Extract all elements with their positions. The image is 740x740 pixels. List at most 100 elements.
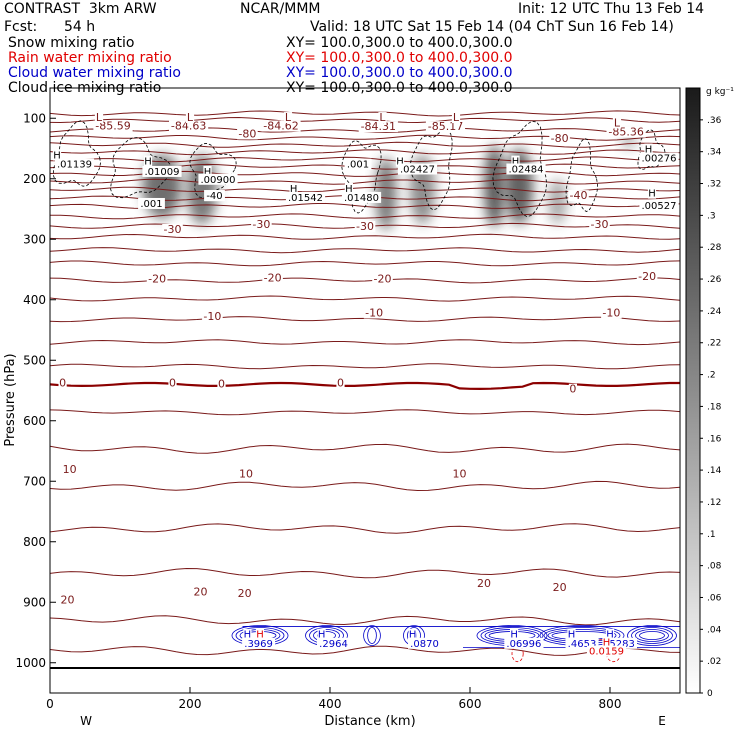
isotherm-6	[50, 156, 680, 163]
y-tick-label-5: 600	[23, 414, 46, 428]
colorbar-tick-label-11: .22	[707, 339, 721, 349]
temperature-label-22: 0	[169, 377, 176, 390]
cloud-water-label-bg-2	[317, 628, 326, 640]
cloud-water-label-bg-7	[504, 637, 544, 649]
temperature-label-7: -85.36	[608, 126, 643, 139]
snow-label-bg-12	[397, 163, 438, 175]
init-time: Init: 12 UTC Thu 13 Feb 14	[518, 1, 705, 17]
cloud-water-label-bg-1	[242, 637, 276, 649]
isotherm-0	[50, 110, 680, 117]
cloud-water-label-7: .06996	[506, 639, 541, 650]
temperature-label-bg-15	[262, 272, 283, 284]
colorbar-tick-label-16: .32	[707, 180, 721, 190]
snow-label-16: .00276	[642, 154, 677, 165]
cloud-water-label-5: .0870	[410, 639, 439, 650]
y-tick-label-2: 300	[23, 232, 46, 246]
rain-label-1: H	[603, 638, 611, 649]
rain-label-bg-2	[586, 645, 627, 657]
low-marker-3: L	[379, 111, 386, 124]
y-tick-label-9: 1000	[15, 656, 46, 670]
temperature-label-2: -80	[238, 127, 256, 140]
colorbar-tick-label-13: .26	[707, 275, 722, 285]
cloud-water-ring-6-1	[631, 627, 673, 644]
y-tick-label-7: 800	[23, 535, 46, 549]
colorbar-tick-label-12: .24	[707, 307, 722, 317]
model-title: CONTRAST 3km ARW	[4, 1, 157, 17]
snow-label-19: .001	[140, 199, 162, 210]
temperature-label-bg-22	[168, 377, 177, 389]
ice-contour-5	[492, 120, 548, 218]
snow-label-bg-18	[639, 199, 679, 211]
temperature-label-bg-31	[237, 588, 252, 600]
snow-label-1: .01139	[57, 160, 92, 171]
rain-label-0: H	[256, 630, 264, 641]
snow-label-5: .00900	[201, 175, 236, 186]
fcst-label: Fcst:	[4, 19, 38, 35]
colorbar-tick-label-6: .12	[707, 498, 721, 508]
cloud-water-label-11: .5283	[606, 639, 635, 650]
rain-label-bg-0	[255, 628, 265, 640]
temperature-label-26: 10	[63, 463, 77, 476]
snow-label-bg-16	[639, 152, 679, 164]
y-tick-label-4: 500	[23, 353, 46, 367]
snow-label-bg-3	[142, 165, 182, 177]
temperature-label-19: -10	[365, 306, 383, 319]
colorbar: 0 .02 .04 .06 .08 .1 .12 .14 .16 .18 .2 .22 .24 .26 .2…	[685, 87, 734, 699]
plot-frame	[49, 87, 681, 694]
temperature-label-bg-9	[568, 190, 589, 202]
temperature-label-9: -40	[570, 189, 588, 202]
x-tick-label-0: 0	[46, 697, 54, 711]
cloud-water-label-bg-10	[605, 628, 615, 640]
ice-contour-6	[565, 138, 598, 212]
center-title: NCAR/MMM	[240, 1, 321, 17]
temperature-label-bg-6	[549, 133, 570, 145]
temperature-label-bg-16	[372, 273, 393, 285]
valid-time: Valid: 18 UTC Sat 15 Feb 14 (04 ChT Sun …	[310, 19, 674, 35]
snow-label-8: H	[345, 184, 353, 195]
snow-label-bg-13	[511, 155, 520, 167]
low-marker-bg-5	[612, 117, 622, 129]
y-tick-label-8: 900	[23, 595, 46, 609]
snow-label-20: -40	[206, 191, 222, 202]
temperature-label-bg-23	[217, 378, 226, 390]
cloud-water-label-bg-9	[565, 637, 599, 649]
snow-core-4	[484, 145, 505, 228]
temperature-label-13: -30	[591, 218, 609, 231]
snow-label-2: H	[144, 157, 152, 168]
snow-label-bg-8	[344, 182, 353, 194]
colorbar-ticks: 0 .02 .04 .06 .08 .1 .12 .14 .16 .18 .2 .22 .24 .26 .2…	[700, 116, 722, 699]
snow-label-7: .01542	[288, 193, 323, 204]
snow-core-6	[548, 178, 567, 225]
snow-label-6: H	[290, 184, 298, 195]
snow-label-bg-14	[506, 163, 546, 175]
field-cloud-water-name: Cloud water mixing ratio	[8, 65, 181, 81]
cloud-water-label-4: H	[409, 630, 417, 641]
field-snow-name: Snow mixing ratio	[8, 35, 135, 51]
isotherm-26	[50, 523, 680, 534]
temperature-label-28: 10	[453, 467, 467, 480]
temperature-label-18: -10	[203, 310, 221, 323]
isotherm-15	[50, 233, 680, 240]
cloud-water-label-0: H	[244, 630, 252, 641]
snow-label-bg-19	[138, 197, 165, 209]
temperature-label-32: 20	[477, 577, 491, 590]
colorbar-unit: g kg⁻¹	[706, 87, 734, 97]
low-marker-bg-4	[451, 112, 461, 124]
temperature-label-31: 20	[238, 587, 252, 600]
temperature-label-bg-1	[169, 120, 209, 132]
cloud-water-ring-6-3	[639, 631, 665, 640]
snow-label-bg-20	[204, 190, 225, 202]
cloud-water-label-bg-6	[510, 628, 519, 640]
cloud-water-label-10: H	[606, 630, 614, 641]
temperature-label-23: 0	[218, 377, 225, 390]
field-cloud-water-xy: XY= 100.0,300.0 to 400.0,300.0	[286, 65, 513, 81]
low-marker-bg-1	[185, 112, 195, 124]
temperature-label-29: 20	[61, 593, 75, 606]
isotherm-21	[50, 339, 680, 346]
temperature-label-bg-26	[62, 464, 77, 476]
isotherm-23	[50, 409, 680, 416]
temperature-label-bg-12	[354, 220, 376, 232]
temperature-label-bg-7	[606, 126, 646, 138]
cloud-water-label-bg-11	[604, 637, 637, 649]
